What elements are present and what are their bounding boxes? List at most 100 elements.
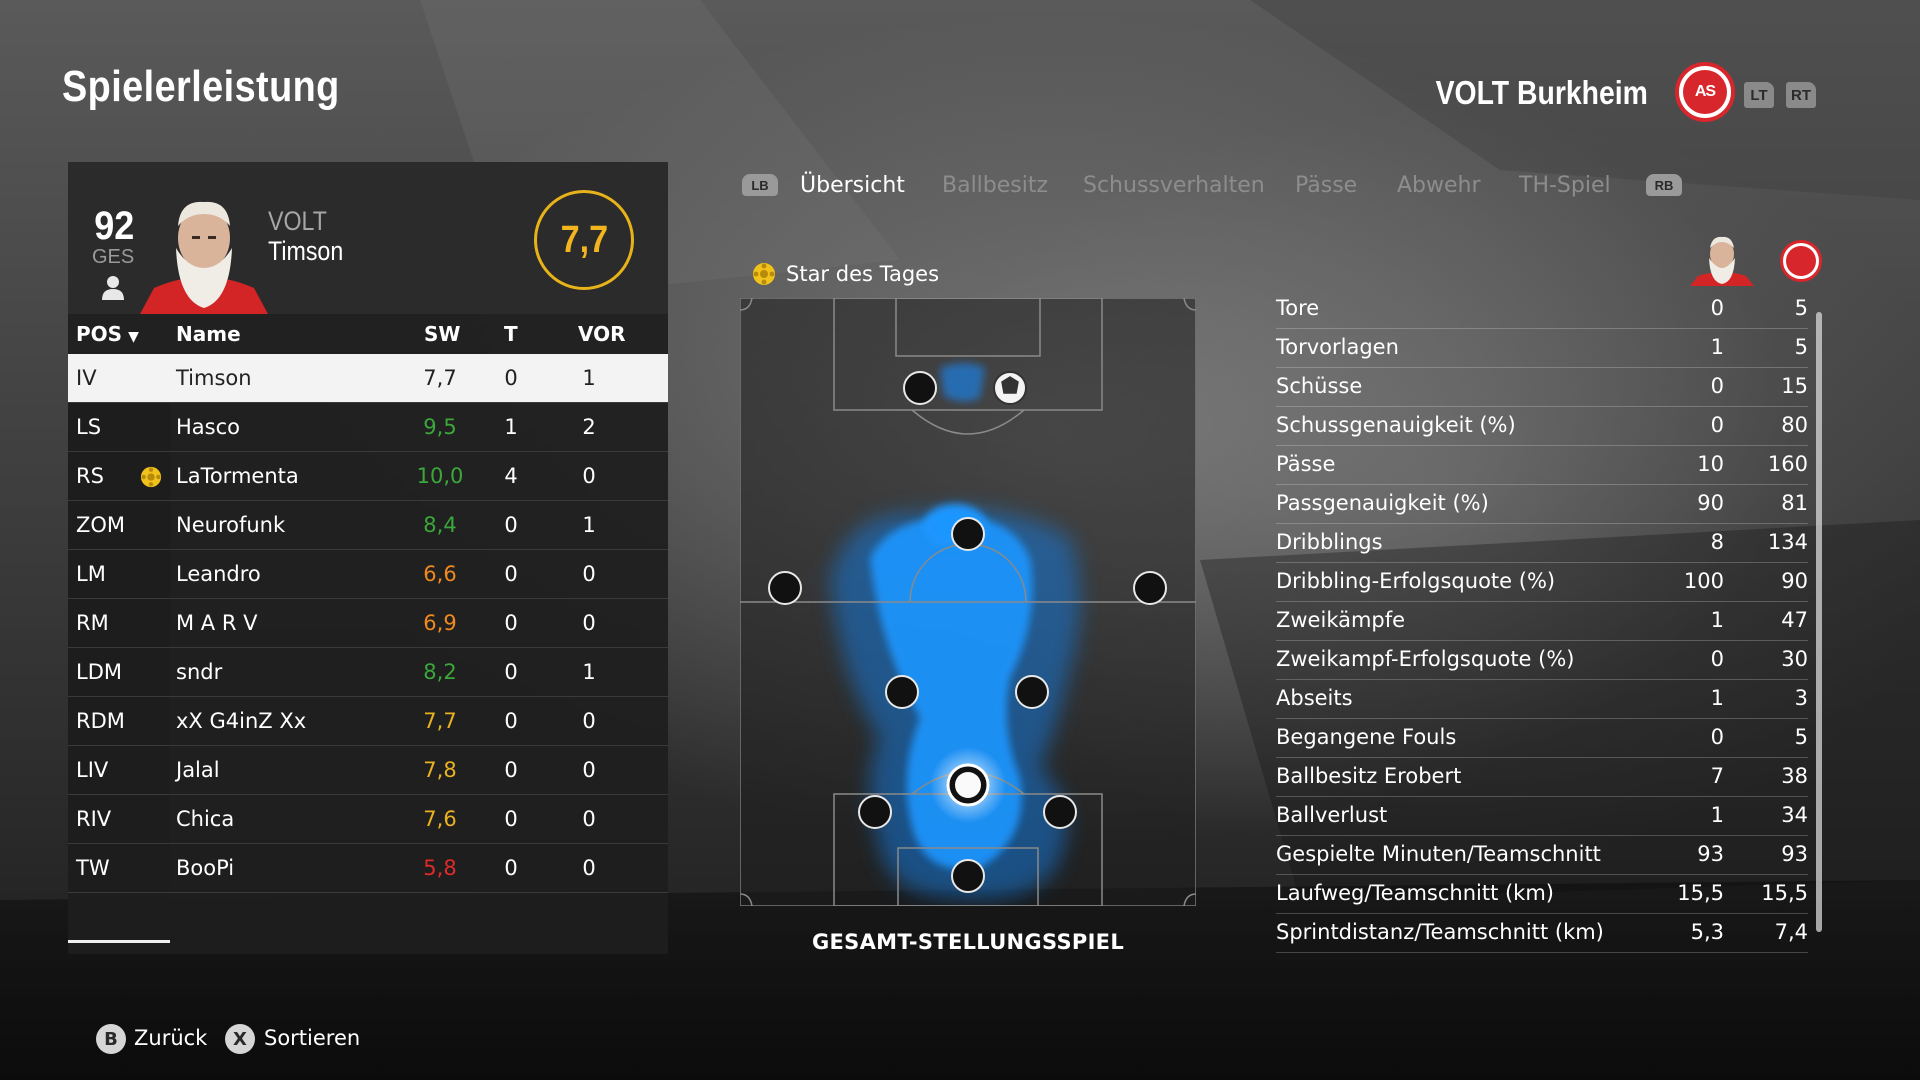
row-player-name: BooPi <box>176 856 235 880</box>
row-goals: 0 <box>504 562 518 586</box>
stat-player-value: 1 <box>1710 335 1724 359</box>
stat-row: Dribblings 8 134 <box>1276 524 1808 563</box>
table-row[interactable]: ZOM Neurofunk 8,4 0 1 <box>68 501 668 550</box>
table-row[interactable]: IV Timson 7,7 0 1 <box>68 354 668 403</box>
position-heatmap <box>740 298 1196 906</box>
row-player-name: Hasco <box>176 415 240 439</box>
table-row[interactable]: RDM xX G4inZ Xx 7,7 0 0 <box>68 697 668 746</box>
stat-row: Schussgenauigkeit (%) 0 80 <box>1276 407 1808 446</box>
stat-row: Ballverlust 1 34 <box>1276 797 1808 836</box>
row-rating: 10,0 <box>416 464 464 488</box>
table-row[interactable]: RIV Chica 7,6 0 0 <box>68 795 668 844</box>
row-goals: 0 <box>504 856 518 880</box>
marker-zom <box>951 517 985 551</box>
row-position: RIV <box>68 795 170 843</box>
stat-player-value: 0 <box>1710 725 1724 749</box>
stat-team-value: 38 <box>1781 764 1808 788</box>
table-row[interactable]: LIV Jalal 7,8 0 0 <box>68 746 668 795</box>
row-assists: 0 <box>582 758 596 782</box>
table-row-empty <box>68 893 668 945</box>
row-assists: 0 <box>582 611 596 635</box>
stat-team-value: 5 <box>1794 725 1808 749</box>
stat-team-value: 30 <box>1781 647 1808 671</box>
stat-row: Gespielte Minuten/Teamschnitt 93 93 <box>1276 836 1808 875</box>
stat-player-value: 0 <box>1710 374 1724 398</box>
row-goals: 0 <box>504 807 518 831</box>
row-goals: 0 <box>504 366 518 390</box>
stat-player-value: 93 <box>1697 842 1724 866</box>
rb-bumper-icon[interactable]: RB <box>1646 174 1682 196</box>
column-t[interactable]: T <box>504 322 518 346</box>
lb-bumper-icon[interactable]: LB <box>742 174 778 196</box>
column-vor[interactable]: VOR <box>578 322 626 346</box>
column-name[interactable]: Name <box>176 322 241 346</box>
stat-team-value: 160 <box>1767 452 1808 476</box>
stat-player-value: 1 <box>1710 608 1724 632</box>
stat-label: Abseits <box>1276 686 1353 710</box>
stat-team-value: 90 <box>1781 569 1808 593</box>
row-rating: 8,4 <box>423 513 457 537</box>
row-player-name: Jalal <box>176 758 220 782</box>
table-row[interactable]: LDM sndr 8,2 0 1 <box>68 648 668 697</box>
stat-label: Sprintdistanz/Teamschnitt (km) <box>1276 920 1604 944</box>
column-pos[interactable]: POS ▼ <box>76 322 139 346</box>
sort-label[interactable]: Sortieren <box>264 1026 361 1050</box>
lt-trigger-icon[interactable]: LT <box>1744 82 1774 108</box>
tab-3[interactable]: Schussverhalten <box>1083 173 1265 198</box>
row-goals: 0 <box>504 709 518 733</box>
marker-rm <box>1133 571 1167 605</box>
tab-4[interactable]: Pässe <box>1295 173 1358 198</box>
stat-team-value: 81 <box>1781 491 1808 515</box>
row-rating: 8,2 <box>423 660 457 684</box>
table-header: POS ▼ Name SW T VOR <box>68 314 668 354</box>
heatmap-caption: GESAMT-STELLUNGSSPIEL <box>811 930 1125 954</box>
tab-6[interactable]: TH-Spiel <box>1519 173 1611 198</box>
row-player-name: M A R V <box>176 611 258 635</box>
stat-player-value: 15,5 <box>1677 881 1724 905</box>
tab-1[interactable]: Übersicht <box>800 173 905 198</box>
player-table: IV Timson 7,7 0 1 LS Hasco 9,5 1 2 RS LaTormenta 10,… <box>68 354 668 945</box>
row-rating: 7,6 <box>423 807 457 831</box>
row-assists: 1 <box>582 660 596 684</box>
back-label[interactable]: Zurück <box>134 1026 208 1050</box>
rt-trigger-icon[interactable]: RT <box>1786 82 1816 108</box>
tab-2[interactable]: Ballbesitz <box>942 173 1049 198</box>
tab-5[interactable]: Abwehr <box>1397 173 1481 198</box>
marker-riv <box>1043 795 1077 829</box>
stat-row: Laufweg/Teamschnitt (km) 15,5 15,5 <box>1276 875 1808 914</box>
sort-desc-icon: ▼ <box>128 329 139 345</box>
stat-player-value: 0 <box>1710 413 1724 437</box>
table-row[interactable]: LS Hasco 9,5 1 2 <box>68 403 668 452</box>
table-row[interactable]: RM M A R V 6,9 0 0 <box>68 599 668 648</box>
row-assists: 0 <box>582 562 596 586</box>
player-match-rating: 7,7 <box>534 190 634 290</box>
x-button-icon[interactable]: X <box>225 1024 255 1054</box>
table-row[interactable]: TW BooPi 5,8 0 0 <box>68 844 668 893</box>
stat-row: Zweikämpfe 1 47 <box>1276 602 1808 641</box>
player-name: Timson <box>268 236 344 266</box>
stat-label: Tore <box>1276 296 1320 320</box>
stat-label: Begangene Fouls <box>1276 725 1457 749</box>
stat-label: Gespielte Minuten/Teamschnitt <box>1276 842 1601 866</box>
row-position: LM <box>68 550 170 598</box>
marker-rdm <box>1015 675 1049 709</box>
star-of-the-day-label: Star des Tages <box>786 262 940 286</box>
stat-row: Abseits 1 3 <box>1276 680 1808 719</box>
column-sw[interactable]: SW <box>424 322 461 346</box>
stat-player-value: 7 <box>1710 764 1724 788</box>
stat-player-value: 8 <box>1710 530 1724 554</box>
stats-scrollbar[interactable] <box>1816 312 1822 932</box>
row-player-name: Neurofunk <box>176 513 286 537</box>
row-goals: 0 <box>504 758 518 782</box>
table-row[interactable]: RS LaTormenta 10,0 4 0 <box>68 452 668 501</box>
stat-row: Zweikampf-Erfolgsquote (%) 0 30 <box>1276 641 1808 680</box>
person-icon <box>102 276 124 300</box>
row-position: TW <box>68 844 170 892</box>
stat-label: Zweikampf-Erfolgsquote (%) <box>1276 647 1575 671</box>
marker-lm <box>768 571 802 605</box>
stat-player-value: 1 <box>1710 686 1724 710</box>
table-row[interactable]: LM Leandro 6,6 0 0 <box>68 550 668 599</box>
b-button-icon[interactable]: B <box>96 1024 126 1054</box>
player-match-rating-value: 7,7 <box>560 218 608 261</box>
row-goals: 1 <box>504 415 518 439</box>
